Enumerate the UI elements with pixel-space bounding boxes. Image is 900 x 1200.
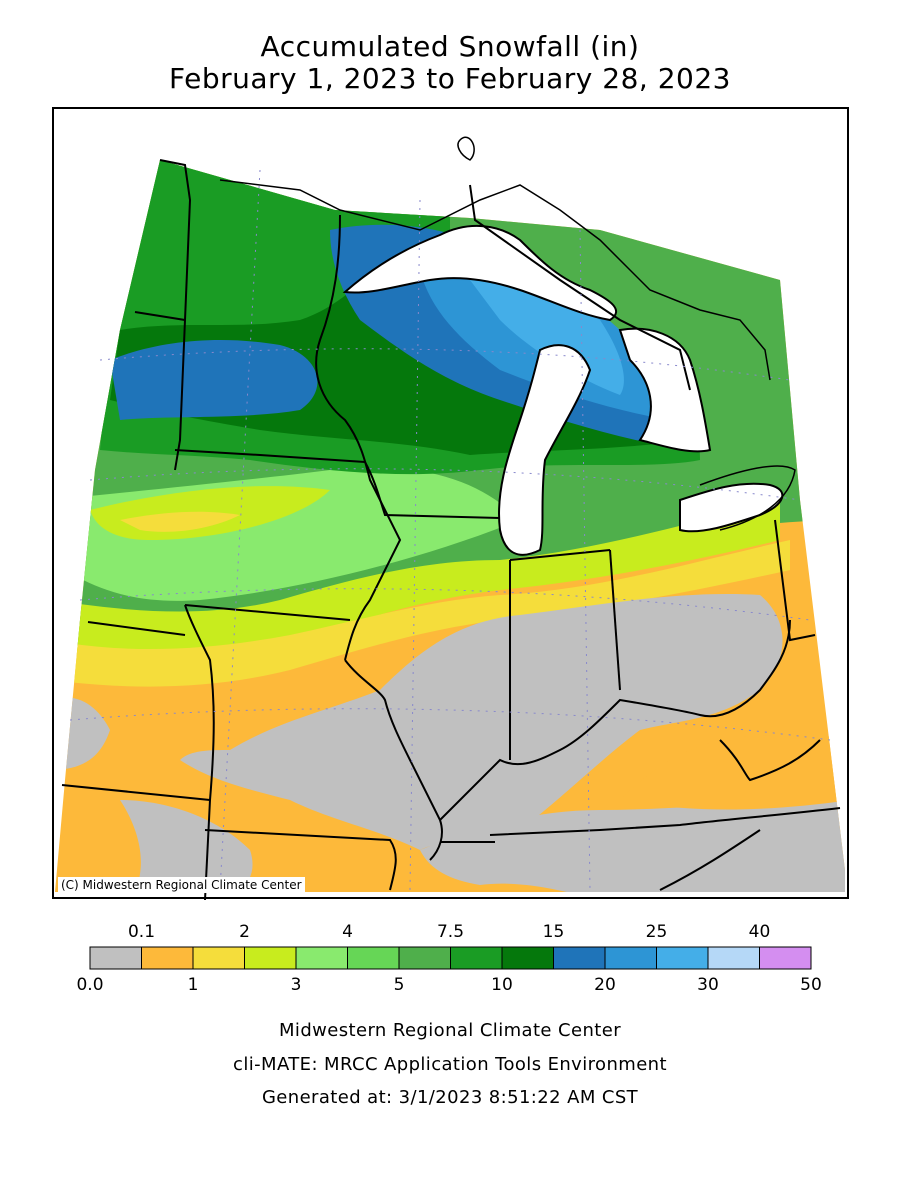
map-frame bbox=[52, 107, 849, 899]
lake-michigan bbox=[498, 344, 592, 556]
state-boundaries bbox=[61, 159, 841, 901]
legend-swatch-10-15 bbox=[501, 946, 554, 970]
legend-bottom-label: 10 bbox=[491, 975, 513, 995]
footer-org: Midwestern Regional Climate Center bbox=[278, 1020, 622, 1041]
footer-generated: Generated at: 3/1/2023 8:51:22 AM CST bbox=[261, 1087, 639, 1108]
graticule bbox=[69, 169, 831, 891]
legend-swatch-7.5-10 bbox=[450, 946, 503, 970]
lake-erie bbox=[679, 482, 784, 533]
legend-top-label: 40 bbox=[748, 922, 771, 942]
legend-top-label: 15 bbox=[542, 922, 565, 942]
legend-bottom-label: 5 bbox=[393, 975, 405, 995]
lake-superior bbox=[342, 224, 618, 322]
legend-color-bar bbox=[89, 946, 812, 970]
legend-top-label: 7.5 bbox=[436, 922, 465, 942]
legend-swatch-2-3 bbox=[244, 946, 297, 970]
legend-swatch-1-2 bbox=[192, 946, 245, 970]
legend-swatch-25-30 bbox=[656, 946, 709, 970]
legend-bottom-label: 0.0 bbox=[76, 975, 104, 995]
legend-bottom-label: 50 bbox=[800, 975, 822, 995]
legend-bottom-label: 30 bbox=[697, 975, 719, 995]
legend-swatch-20-25 bbox=[604, 946, 657, 970]
legend-swatch-0.1-1 bbox=[141, 946, 194, 970]
lake-huron bbox=[618, 327, 712, 453]
coastlines bbox=[219, 136, 796, 531]
legend-bottom-label: 3 bbox=[290, 975, 302, 995]
legend-top-label: 4 bbox=[342, 922, 353, 942]
legend-swatch-0.0-0.1 bbox=[89, 946, 142, 970]
legend-bottom-label: 1 bbox=[187, 975, 199, 995]
legend-swatch-15-20 bbox=[553, 946, 606, 970]
legend-swatch-40-50 bbox=[759, 946, 812, 970]
map-credit: (C) Midwestern Regional Climate Center bbox=[58, 877, 305, 893]
legend-top-label: 2 bbox=[239, 922, 250, 942]
map-subtitle: February 1, 2023 to February 28, 2023 bbox=[169, 62, 731, 95]
legend-top-label: 25 bbox=[645, 922, 668, 942]
legend-top-label: 0.1 bbox=[127, 922, 156, 942]
footer-tool: cli-MATE: MRCC Application Tools Environ… bbox=[233, 1054, 667, 1075]
legend-swatch-4-5 bbox=[347, 946, 400, 970]
map-title: Accumulated Snowfall (in) bbox=[260, 30, 640, 63]
legend-swatch-5-7.5 bbox=[398, 946, 451, 970]
legend-swatch-3-4 bbox=[295, 946, 348, 970]
legend-bottom-label: 20 bbox=[594, 975, 616, 995]
legend-swatch-30-40 bbox=[707, 946, 760, 970]
great-lakes bbox=[342, 224, 784, 556]
